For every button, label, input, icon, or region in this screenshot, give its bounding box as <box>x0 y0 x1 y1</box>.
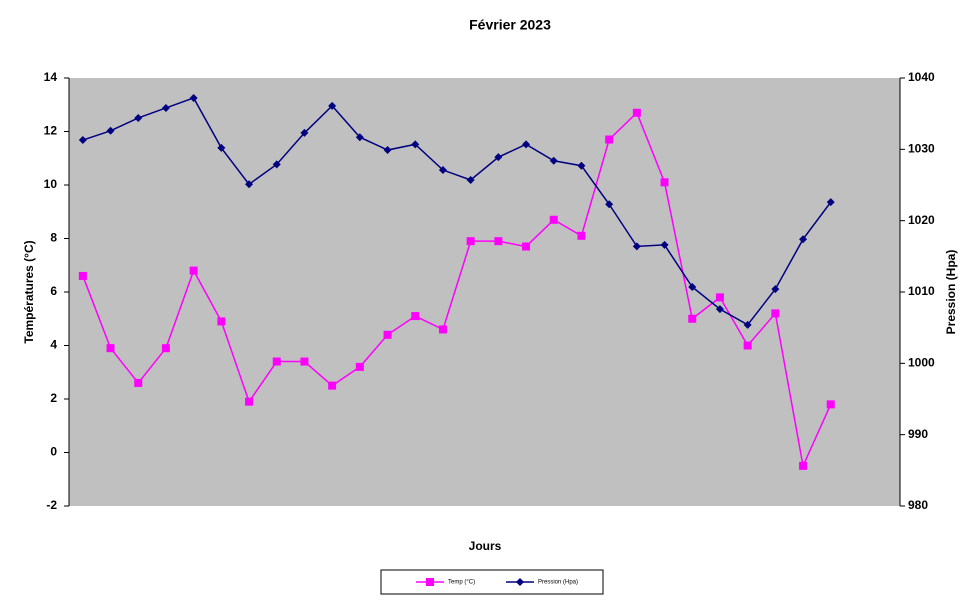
marker <box>743 341 752 350</box>
marker <box>577 161 586 170</box>
marker <box>300 357 309 366</box>
marker <box>632 242 641 251</box>
y-tick-label: -2 <box>46 498 57 512</box>
marker <box>688 283 697 292</box>
marker <box>245 397 254 406</box>
y2-tick-label: 1000 <box>908 356 935 370</box>
marker <box>189 266 198 275</box>
y-axis-label: Températures (°C) <box>22 240 36 343</box>
marker <box>134 378 143 387</box>
marker <box>549 215 558 224</box>
marker <box>438 166 447 175</box>
marker <box>466 176 475 185</box>
y2-tick-label: 1020 <box>908 213 935 227</box>
marker <box>134 113 143 122</box>
marker <box>217 317 226 326</box>
marker <box>771 285 780 294</box>
marker <box>161 344 170 353</box>
legend-label: Temp (°C) <box>448 580 475 586</box>
marker <box>411 140 420 149</box>
y-tick-label: 8 <box>50 231 57 245</box>
marker <box>438 325 447 334</box>
marker <box>161 103 170 112</box>
marker <box>715 305 724 314</box>
legend-label: Pression (Hpa) <box>538 580 578 586</box>
marker <box>771 309 780 318</box>
y-tick-label: 4 <box>50 338 57 352</box>
marker <box>189 93 198 102</box>
series-line <box>82 97 832 326</box>
marker <box>78 271 87 280</box>
marker <box>245 180 254 189</box>
marker <box>632 108 641 117</box>
marker <box>466 237 475 246</box>
marker <box>799 461 808 470</box>
marker <box>78 136 87 145</box>
marker <box>328 381 337 390</box>
marker <box>605 135 614 144</box>
marker <box>355 133 364 142</box>
y2-tick-label: 990 <box>908 427 928 441</box>
marker <box>272 357 281 366</box>
y-tick-label: 12 <box>44 124 58 138</box>
marker <box>799 235 808 244</box>
marker <box>106 126 115 135</box>
marker <box>411 312 420 321</box>
marker <box>383 330 392 339</box>
y2-tick-label: 1010 <box>908 284 935 298</box>
marker <box>300 128 309 137</box>
chart-title: Février 2023 <box>469 17 551 33</box>
marker <box>522 140 531 149</box>
marker <box>217 143 226 152</box>
x-axis-label: Jours <box>469 539 502 553</box>
marker <box>549 156 558 165</box>
y2-tick-label: 1030 <box>908 142 935 156</box>
marker <box>328 101 337 110</box>
y-tick-label: 2 <box>50 391 57 405</box>
marker <box>272 160 281 169</box>
marker <box>688 314 697 323</box>
plot-area <box>69 78 900 506</box>
marker <box>494 237 503 246</box>
marker <box>715 293 724 302</box>
y-tick-label: 0 <box>50 445 57 459</box>
marker <box>383 146 392 155</box>
marker <box>605 200 614 209</box>
marker <box>494 153 503 162</box>
marker <box>577 231 586 240</box>
marker <box>660 240 669 249</box>
marker <box>426 578 434 586</box>
marker <box>826 400 835 409</box>
marker <box>522 242 531 251</box>
marker <box>660 178 669 187</box>
marker <box>516 578 524 586</box>
series-line <box>82 111 832 469</box>
y-tick-label: 6 <box>50 284 57 298</box>
marker <box>743 320 752 329</box>
marker <box>106 344 115 353</box>
marker <box>355 362 364 371</box>
y-tick-label: 10 <box>44 177 58 191</box>
y2-axis-label: Pression (Hpa) <box>944 250 958 335</box>
y2-tick-label: 980 <box>908 498 928 512</box>
marker <box>826 198 835 207</box>
y-tick-label: 14 <box>44 70 58 84</box>
y2-tick-label: 1040 <box>908 70 935 84</box>
